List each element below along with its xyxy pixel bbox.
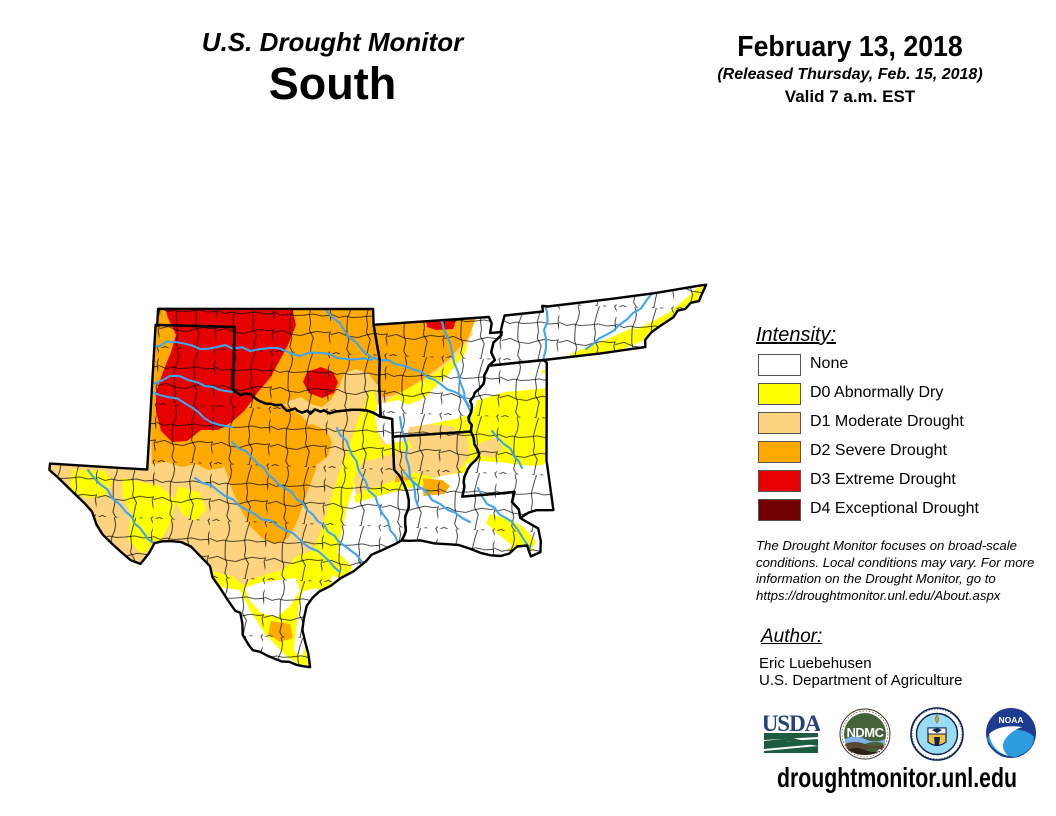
svg-text:NDMC: NDMC [847,725,885,740]
svg-text:NOAA: NOAA [998,715,1023,725]
svg-text:USDA: USDA [764,713,820,736]
